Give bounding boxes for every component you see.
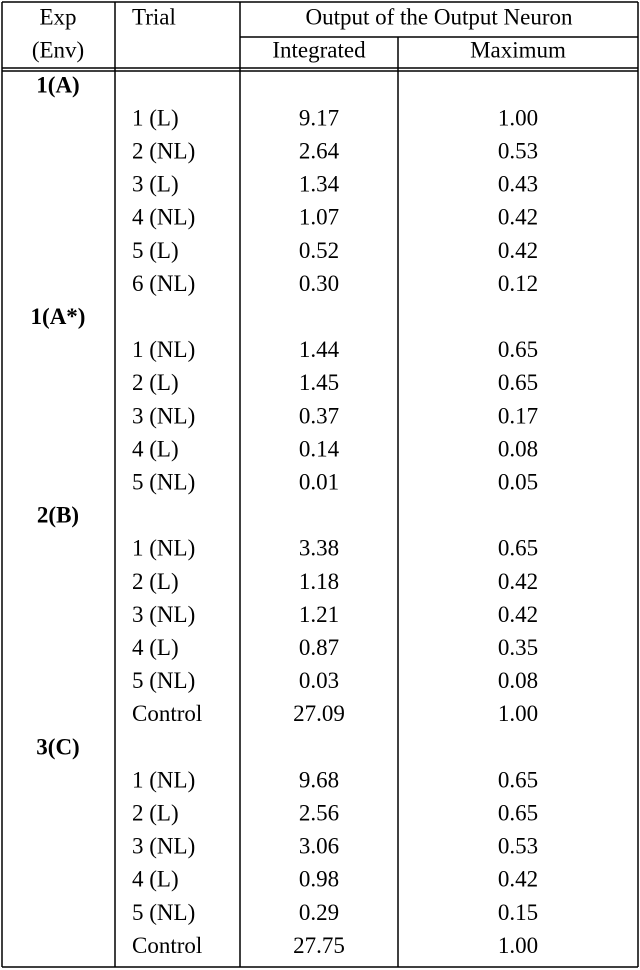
trial-cell: 3 (NL) [132, 834, 195, 859]
trial-cell: 4 (L) [132, 635, 179, 660]
integrated-cell: 0.29 [299, 900, 339, 925]
maximum-cell: 0.42 [498, 569, 538, 594]
trial-cell: 5 (NL) [132, 900, 195, 925]
integrated-cell: 1.34 [299, 172, 340, 197]
maximum-cell: 0.42 [498, 205, 538, 230]
trial-cell: 6 (NL) [132, 271, 195, 296]
trial-cell: Control [132, 701, 202, 726]
trial-cell: 2 (L) [132, 569, 179, 594]
integrated-cell: 1.18 [299, 569, 339, 594]
maximum-cell: 0.12 [498, 271, 538, 296]
integrated-cell: 0.30 [299, 271, 339, 296]
maximum-cell: 0.65 [498, 370, 538, 395]
integrated-cell: 9.68 [299, 767, 339, 792]
trial-cell: 3 (L) [132, 172, 179, 197]
trial-cell: 3 (NL) [132, 403, 195, 428]
integrated-cell: 0.03 [299, 668, 339, 693]
maximum-cell: 0.42 [498, 867, 538, 892]
maximum-cell: 0.65 [498, 536, 538, 561]
integrated-cell: 27.75 [293, 933, 345, 958]
integrated-cell: 0.37 [299, 403, 339, 428]
group-label: 2(B) [37, 503, 79, 528]
header-cell: Trial [132, 4, 176, 29]
integrated-cell: 2.56 [299, 800, 339, 825]
trial-cell: 1 (NL) [132, 536, 195, 561]
maximum-cell: 0.05 [498, 469, 538, 494]
header-cell: Output of the Output Neuron [305, 4, 573, 29]
maximum-cell: 0.42 [498, 602, 538, 627]
group-label: 3(C) [36, 734, 79, 759]
trial-cell: 2 (NL) [132, 138, 195, 163]
maximum-cell: 1.00 [498, 105, 538, 130]
trial-cell: Control [132, 933, 202, 958]
integrated-cell: 0.87 [299, 635, 339, 660]
maximum-cell: 0.15 [498, 900, 538, 925]
trial-cell: 4 (NL) [132, 205, 195, 230]
trial-cell: 1 (NL) [132, 767, 195, 792]
trial-cell: 3 (NL) [132, 602, 195, 627]
trial-cell: 4 (L) [132, 436, 179, 461]
maximum-cell: 1.00 [498, 701, 538, 726]
maximum-cell: 0.08 [498, 436, 538, 461]
header-cell: (Env) [32, 37, 84, 62]
integrated-cell: 3.06 [299, 834, 339, 859]
header-cell: Maximum [470, 37, 566, 62]
trial-cell: 5 (NL) [132, 469, 195, 494]
maximum-cell: 0.43 [498, 172, 538, 197]
maximum-cell: 0.53 [498, 834, 538, 859]
integrated-cell: 0.52 [299, 238, 339, 263]
integrated-cell: 3.38 [299, 536, 339, 561]
integrated-cell: 0.98 [299, 867, 339, 892]
maximum-cell: 0.17 [498, 403, 538, 428]
group-label: 1(A*) [31, 304, 86, 329]
integrated-cell: 1.07 [299, 205, 339, 230]
header-cell: Exp [39, 4, 76, 29]
maximum-cell: 0.65 [498, 767, 538, 792]
trial-cell: 1 (L) [132, 105, 179, 130]
maximum-cell: 0.65 [498, 337, 538, 362]
trial-cell: 2 (L) [132, 370, 179, 395]
integrated-cell: 0.01 [299, 469, 339, 494]
trial-cell: 1 (NL) [132, 337, 195, 362]
maximum-cell: 0.42 [498, 238, 538, 263]
maximum-cell: 0.53 [498, 138, 538, 163]
maximum-cell: 0.65 [498, 800, 538, 825]
integrated-cell: 0.14 [299, 436, 340, 461]
maximum-cell: 0.08 [498, 668, 538, 693]
integrated-cell: 27.09 [293, 701, 345, 726]
integrated-cell: 1.21 [299, 602, 339, 627]
integrated-cell: 2.64 [299, 138, 340, 163]
header-cell: Integrated [272, 37, 366, 62]
group-label: 1(A) [36, 72, 79, 97]
maximum-cell: 1.00 [498, 933, 538, 958]
maximum-cell: 0.35 [498, 635, 538, 660]
trial-cell: 5 (L) [132, 238, 179, 263]
trial-cell: 4 (L) [132, 867, 179, 892]
integrated-cell: 9.17 [299, 105, 339, 130]
integrated-cell: 1.44 [299, 337, 340, 362]
integrated-cell: 1.45 [299, 370, 339, 395]
trial-cell: 2 (L) [132, 800, 179, 825]
trial-cell: 5 (NL) [132, 668, 195, 693]
